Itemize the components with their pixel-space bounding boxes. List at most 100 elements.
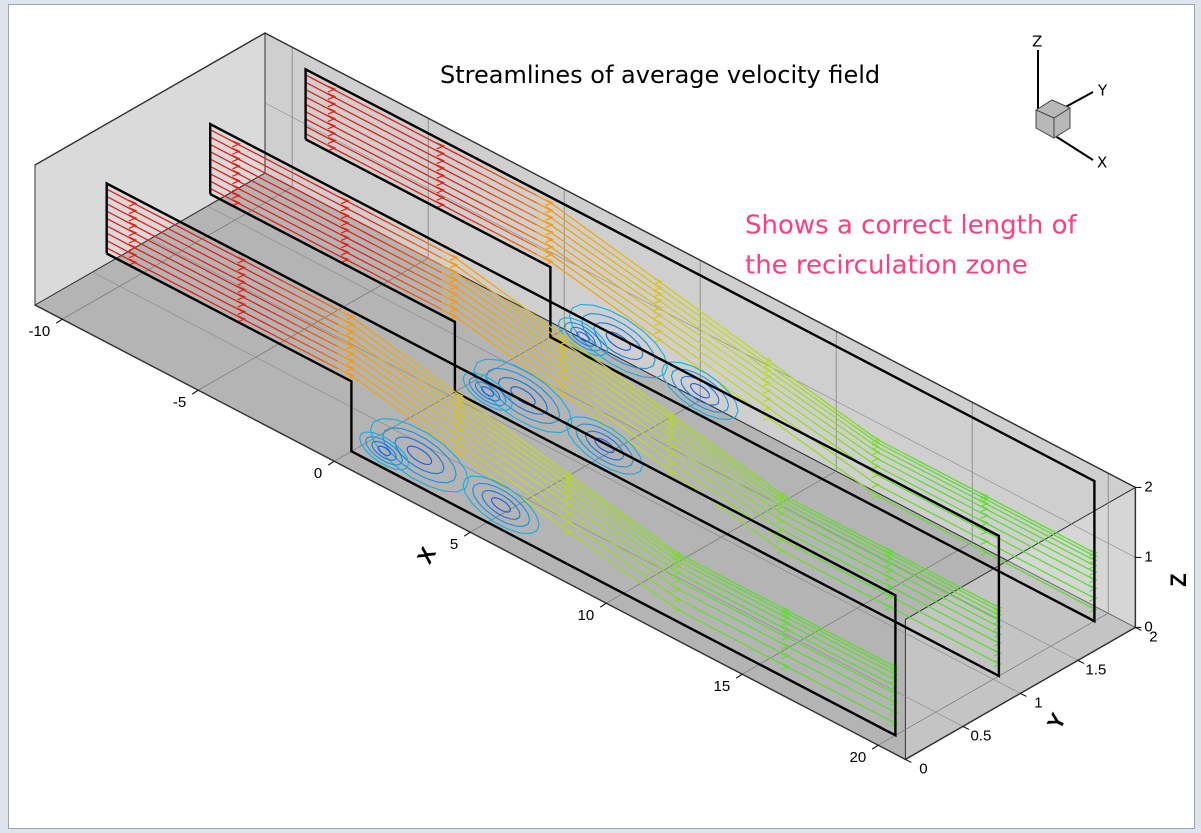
streamline <box>454 301 469 312</box>
streamline <box>305 74 320 83</box>
streamline <box>618 301 633 313</box>
streamline <box>876 438 891 447</box>
streamline <box>849 464 864 476</box>
streamline <box>903 592 918 602</box>
streamline <box>686 306 701 318</box>
streamline <box>713 458 728 470</box>
streamline <box>550 224 565 235</box>
streamline <box>985 522 1000 531</box>
streamline <box>944 474 959 483</box>
streamline <box>568 512 583 524</box>
streamline <box>685 439 701 451</box>
streamline <box>373 229 388 238</box>
streamline <box>590 282 606 294</box>
streamline <box>985 635 1000 644</box>
streamline-arrow <box>781 642 791 650</box>
streamline <box>590 373 605 385</box>
streamline <box>794 503 809 512</box>
streamline <box>373 161 388 170</box>
streamline <box>378 357 393 368</box>
streamline <box>345 236 361 246</box>
streamline-arrow <box>128 199 138 207</box>
streamline <box>522 312 537 324</box>
streamline <box>835 557 850 566</box>
streamline-arrow <box>327 92 337 101</box>
streamline <box>590 367 605 378</box>
streamline <box>215 245 230 254</box>
streamline <box>106 203 121 212</box>
streamline <box>400 287 415 296</box>
vortex-line <box>661 361 739 420</box>
streamline-arrow <box>232 155 241 163</box>
streamline <box>740 371 755 382</box>
streamline <box>726 378 742 390</box>
streamline <box>541 477 556 489</box>
streamline <box>332 140 347 149</box>
streamline-arrow <box>346 364 355 372</box>
streamline <box>255 325 271 334</box>
streamline-arrow <box>667 459 677 467</box>
streamline <box>563 377 578 388</box>
streamline <box>364 355 379 366</box>
streamline <box>985 508 1000 517</box>
streamline <box>305 111 320 120</box>
streamline <box>944 501 959 510</box>
vortex-line <box>670 368 730 413</box>
streamline <box>427 175 442 184</box>
streamline <box>514 434 529 446</box>
streamline <box>305 193 320 202</box>
streamline <box>508 296 524 308</box>
streamline <box>500 473 515 485</box>
streamline <box>835 417 850 429</box>
streamline-arrow <box>436 142 446 150</box>
streamline <box>536 366 551 377</box>
streamline <box>876 578 891 587</box>
streamline-arrow <box>781 606 791 614</box>
streamline <box>405 369 420 380</box>
vortex-line <box>497 377 548 415</box>
streamline <box>644 452 660 464</box>
streamline <box>269 288 284 297</box>
streamline <box>215 274 230 283</box>
streamline <box>704 612 719 621</box>
streamline <box>699 342 714 354</box>
streamline <box>718 577 733 586</box>
streamline <box>563 212 578 223</box>
streamline <box>468 181 483 190</box>
streamline <box>283 302 298 312</box>
streamline <box>794 417 810 428</box>
streamline-arrow <box>890 682 899 690</box>
streamline <box>685 428 701 440</box>
streamline <box>373 214 388 223</box>
streamline <box>672 348 687 360</box>
streamline <box>854 701 869 710</box>
streamline <box>440 308 456 317</box>
streamline <box>391 374 407 385</box>
streamline <box>215 252 230 261</box>
streamline <box>713 453 728 464</box>
streamline <box>527 455 543 466</box>
streamline <box>147 268 162 277</box>
streamline <box>269 332 284 341</box>
streamline <box>985 502 1000 512</box>
streamline <box>903 509 918 518</box>
streamline <box>351 331 366 342</box>
streamline <box>889 577 905 586</box>
streamline <box>835 578 850 587</box>
streamline <box>849 574 864 583</box>
streamline <box>495 300 510 311</box>
streamline <box>672 453 687 464</box>
streamline <box>835 412 850 424</box>
streamline <box>359 229 374 238</box>
streamline <box>808 553 823 562</box>
streamline <box>318 103 334 112</box>
y-tick <box>962 725 970 730</box>
streamline <box>944 586 959 595</box>
streamline <box>386 280 401 289</box>
streamline <box>441 160 456 169</box>
streamline <box>1039 543 1054 552</box>
streamline <box>704 593 719 603</box>
streamline <box>174 275 189 284</box>
streamline <box>522 239 538 248</box>
streamline-arrow <box>884 560 894 568</box>
